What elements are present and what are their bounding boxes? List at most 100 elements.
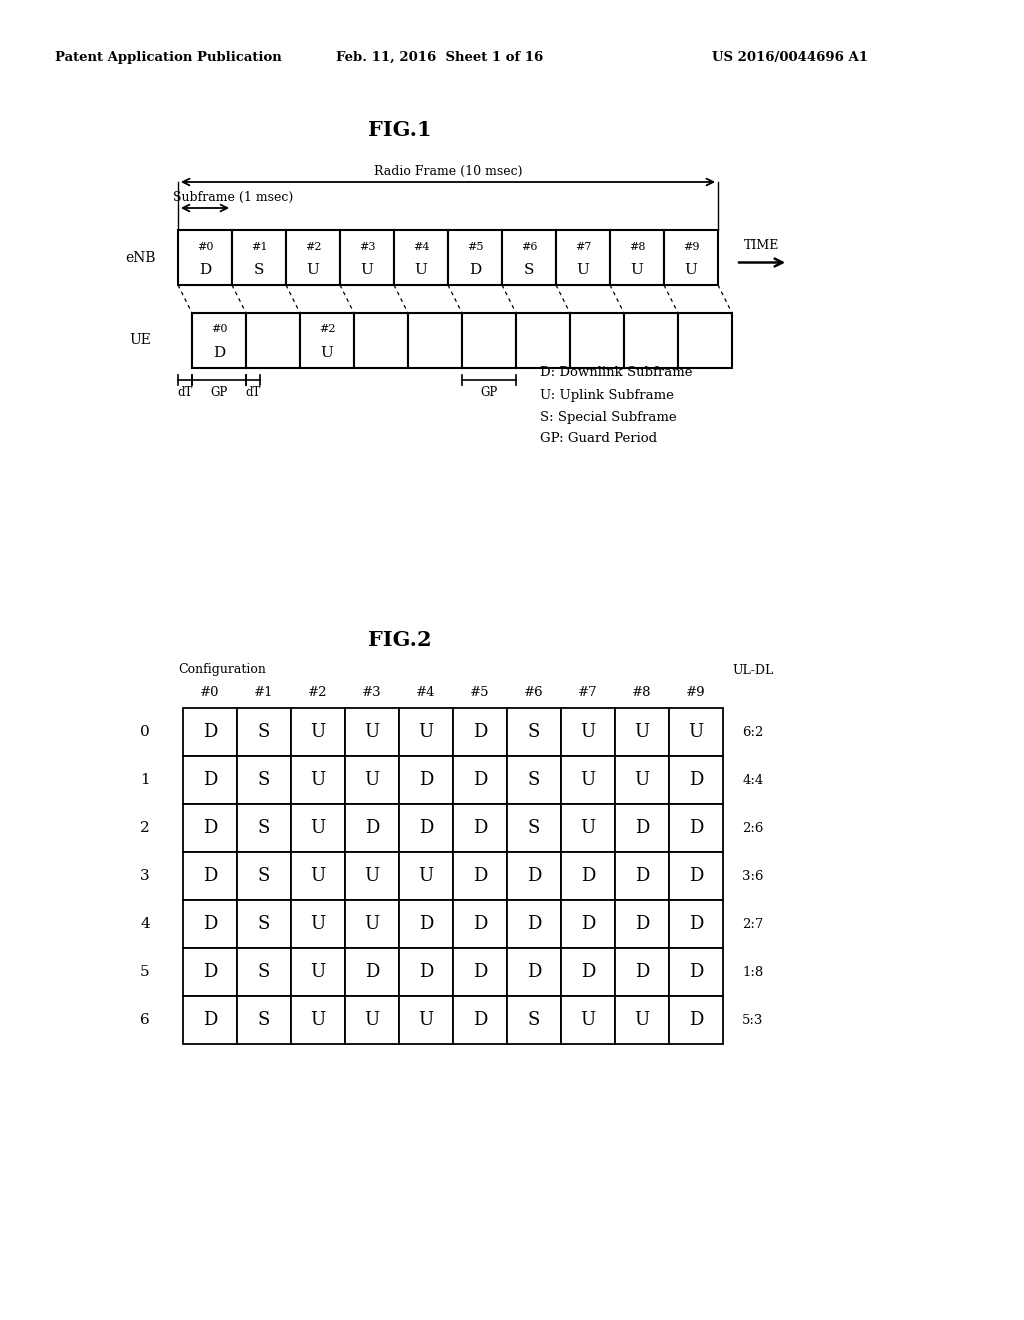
Bar	[561, 804, 615, 851]
Text: S: S	[258, 1011, 270, 1030]
Bar	[453, 708, 507, 756]
Bar	[399, 948, 453, 997]
Bar	[237, 804, 291, 851]
Bar	[291, 804, 345, 851]
Bar	[561, 997, 615, 1044]
Text: #3: #3	[358, 242, 375, 252]
Text: D: D	[635, 964, 649, 981]
Text: D: D	[203, 1011, 217, 1030]
Bar	[453, 997, 507, 1044]
Bar	[449, 230, 502, 285]
Text: D: D	[473, 818, 487, 837]
Text: #0: #0	[201, 686, 220, 700]
Bar	[237, 756, 291, 804]
Text: S: S	[527, 723, 541, 741]
Text: D: D	[365, 964, 379, 981]
Bar	[394, 230, 449, 285]
Bar	[178, 230, 232, 285]
Bar	[615, 708, 669, 756]
Text: #9: #9	[686, 686, 706, 700]
Bar	[507, 708, 561, 756]
Text: U: U	[310, 964, 326, 981]
Bar	[237, 997, 291, 1044]
Text: 3: 3	[140, 869, 150, 883]
Text: D: D	[635, 867, 649, 884]
Text: D: D	[203, 964, 217, 981]
Bar	[678, 313, 732, 368]
Text: #2: #2	[308, 686, 328, 700]
Text: U: U	[310, 723, 326, 741]
Bar	[669, 708, 723, 756]
Bar	[340, 230, 394, 285]
Text: Subframe (1 msec): Subframe (1 msec)	[173, 190, 293, 203]
Bar	[237, 851, 291, 900]
Text: U: U	[365, 867, 380, 884]
Bar	[615, 948, 669, 997]
Text: U: U	[365, 771, 380, 789]
Text: D: D	[689, 818, 703, 837]
Text: U: Uplink Subframe: U: Uplink Subframe	[540, 388, 674, 401]
Bar	[669, 851, 723, 900]
Bar	[399, 851, 453, 900]
Text: S: S	[258, 771, 270, 789]
Text: 0: 0	[140, 725, 150, 739]
Text: GP: GP	[480, 387, 498, 400]
Text: D: D	[473, 771, 487, 789]
Bar	[507, 804, 561, 851]
Text: U: U	[631, 263, 643, 277]
Text: S: S	[524, 263, 535, 277]
Text: D: D	[203, 723, 217, 741]
Bar	[399, 708, 453, 756]
Bar	[345, 708, 399, 756]
Text: Patent Application Publication: Patent Application Publication	[54, 50, 282, 63]
Text: dT: dT	[177, 387, 193, 400]
Text: U: U	[685, 263, 697, 277]
Bar	[399, 756, 453, 804]
Bar	[183, 948, 237, 997]
Text: D: D	[473, 723, 487, 741]
Text: D: D	[526, 964, 542, 981]
Text: U: U	[365, 1011, 380, 1030]
Text: #5: #5	[470, 686, 489, 700]
Bar	[507, 948, 561, 997]
Text: FIG.1: FIG.1	[369, 120, 432, 140]
Bar	[286, 230, 340, 285]
Bar	[624, 313, 678, 368]
Text: D: D	[581, 964, 595, 981]
Text: S: S	[258, 723, 270, 741]
Bar	[399, 900, 453, 948]
Bar	[669, 900, 723, 948]
Bar	[291, 708, 345, 756]
Bar	[615, 804, 669, 851]
Text: U: U	[635, 771, 649, 789]
Text: D: D	[473, 915, 487, 933]
Bar	[453, 756, 507, 804]
Text: #4: #4	[413, 242, 429, 252]
Text: 4: 4	[140, 917, 150, 931]
Text: U: U	[635, 1011, 649, 1030]
Bar	[345, 948, 399, 997]
Text: S: Special Subframe: S: Special Subframe	[540, 411, 677, 424]
Text: D: D	[526, 867, 542, 884]
Text: #0: #0	[211, 325, 227, 334]
Text: #6: #6	[524, 686, 544, 700]
Text: U: U	[419, 723, 433, 741]
Text: 5: 5	[140, 965, 150, 979]
Text: GP: GP	[210, 387, 227, 400]
Bar	[399, 804, 453, 851]
Bar	[291, 756, 345, 804]
Bar	[615, 900, 669, 948]
Text: U: U	[310, 771, 326, 789]
Bar	[345, 997, 399, 1044]
Text: S: S	[527, 771, 541, 789]
Text: US 2016/0044696 A1: US 2016/0044696 A1	[712, 50, 868, 63]
Text: #7: #7	[574, 242, 591, 252]
Bar	[453, 900, 507, 948]
Text: S: S	[527, 818, 541, 837]
Text: U: U	[635, 723, 649, 741]
Text: U: U	[321, 346, 334, 359]
Text: #1: #1	[251, 242, 267, 252]
Text: D: D	[203, 818, 217, 837]
Text: S: S	[258, 818, 270, 837]
Bar	[610, 230, 664, 285]
